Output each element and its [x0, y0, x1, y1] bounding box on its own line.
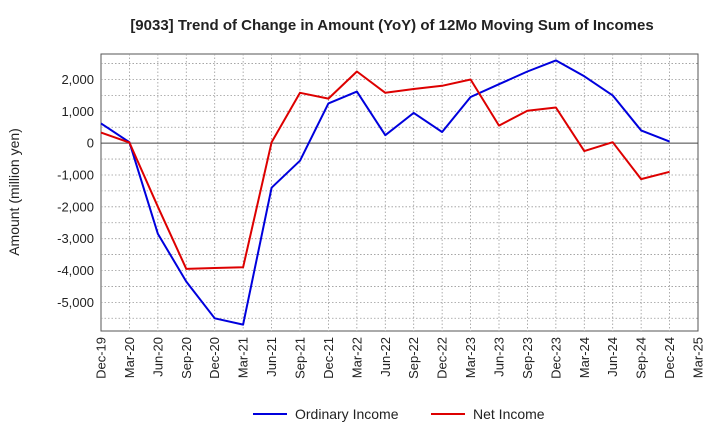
- x-tick-label: Sep-24: [634, 337, 649, 379]
- x-tick-label: Dec-23: [548, 337, 563, 379]
- y-tick-label: 0: [87, 136, 94, 151]
- x-tick-label: Dec-21: [321, 337, 336, 379]
- legend-label: Ordinary Income: [295, 406, 399, 422]
- plot-area: [100, 53, 699, 332]
- x-tick-label: Jun-23: [492, 337, 507, 377]
- series-lines: [100, 59, 670, 326]
- y-tick-labels: 2,000 1,000 0 -1,000 -2,000 -3,000 -4,000 -5,00…: [57, 72, 94, 310]
- x-tick-label: Jun-20: [150, 337, 165, 377]
- x-tick-labels: Dec-19 Mar-20 Jun-20 Sep-20 Dec-20 Mar-21 Jun-…: [94, 337, 706, 379]
- x-tick-label: Jun-22: [378, 337, 393, 377]
- y-tick-label: 2,000: [61, 72, 94, 87]
- x-tick-label: Dec-24: [662, 337, 677, 379]
- y-axis-label: Amount (million yen): [6, 128, 22, 256]
- legend: Ordinary Income Net Income: [253, 406, 545, 422]
- x-tick-label: Dec-20: [207, 337, 222, 379]
- y-tick-label: -1,000: [57, 167, 94, 182]
- chart-title: [9033] Trend of Change in Amount (YoY) o…: [130, 17, 653, 34]
- x-tick-label: Mar-25: [691, 337, 706, 378]
- x-tick-label: Mar-23: [463, 337, 478, 378]
- x-tick-label: Mar-22: [349, 337, 364, 378]
- y-tick-label: -4,000: [57, 263, 94, 278]
- x-tick-label: Sep-23: [520, 337, 535, 379]
- y-tick-label: -5,000: [57, 295, 94, 310]
- series-line-ordinary-income: [100, 59, 670, 326]
- y-tick-label: -2,000: [57, 199, 94, 214]
- x-tick-label: Sep-20: [179, 337, 194, 379]
- legend-label: Net Income: [473, 406, 545, 422]
- x-tick-label: Sep-22: [406, 337, 421, 379]
- x-tick-label: Mar-21: [236, 337, 251, 378]
- x-tick-label: Sep-21: [293, 337, 308, 379]
- series-line-net-income: [100, 70, 670, 270]
- x-tick-label: Mar-24: [577, 337, 592, 378]
- x-tick-label: Dec-22: [435, 337, 450, 379]
- y-tick-label: -3,000: [57, 231, 94, 246]
- grid-lines: [101, 54, 698, 331]
- y-tick-label: 1,000: [61, 104, 94, 119]
- x-tick-label: Dec-19: [94, 337, 109, 379]
- x-tick-label: Mar-20: [122, 337, 137, 378]
- x-tick-label: Jun-24: [605, 337, 620, 377]
- x-tick-label: Jun-21: [264, 337, 279, 377]
